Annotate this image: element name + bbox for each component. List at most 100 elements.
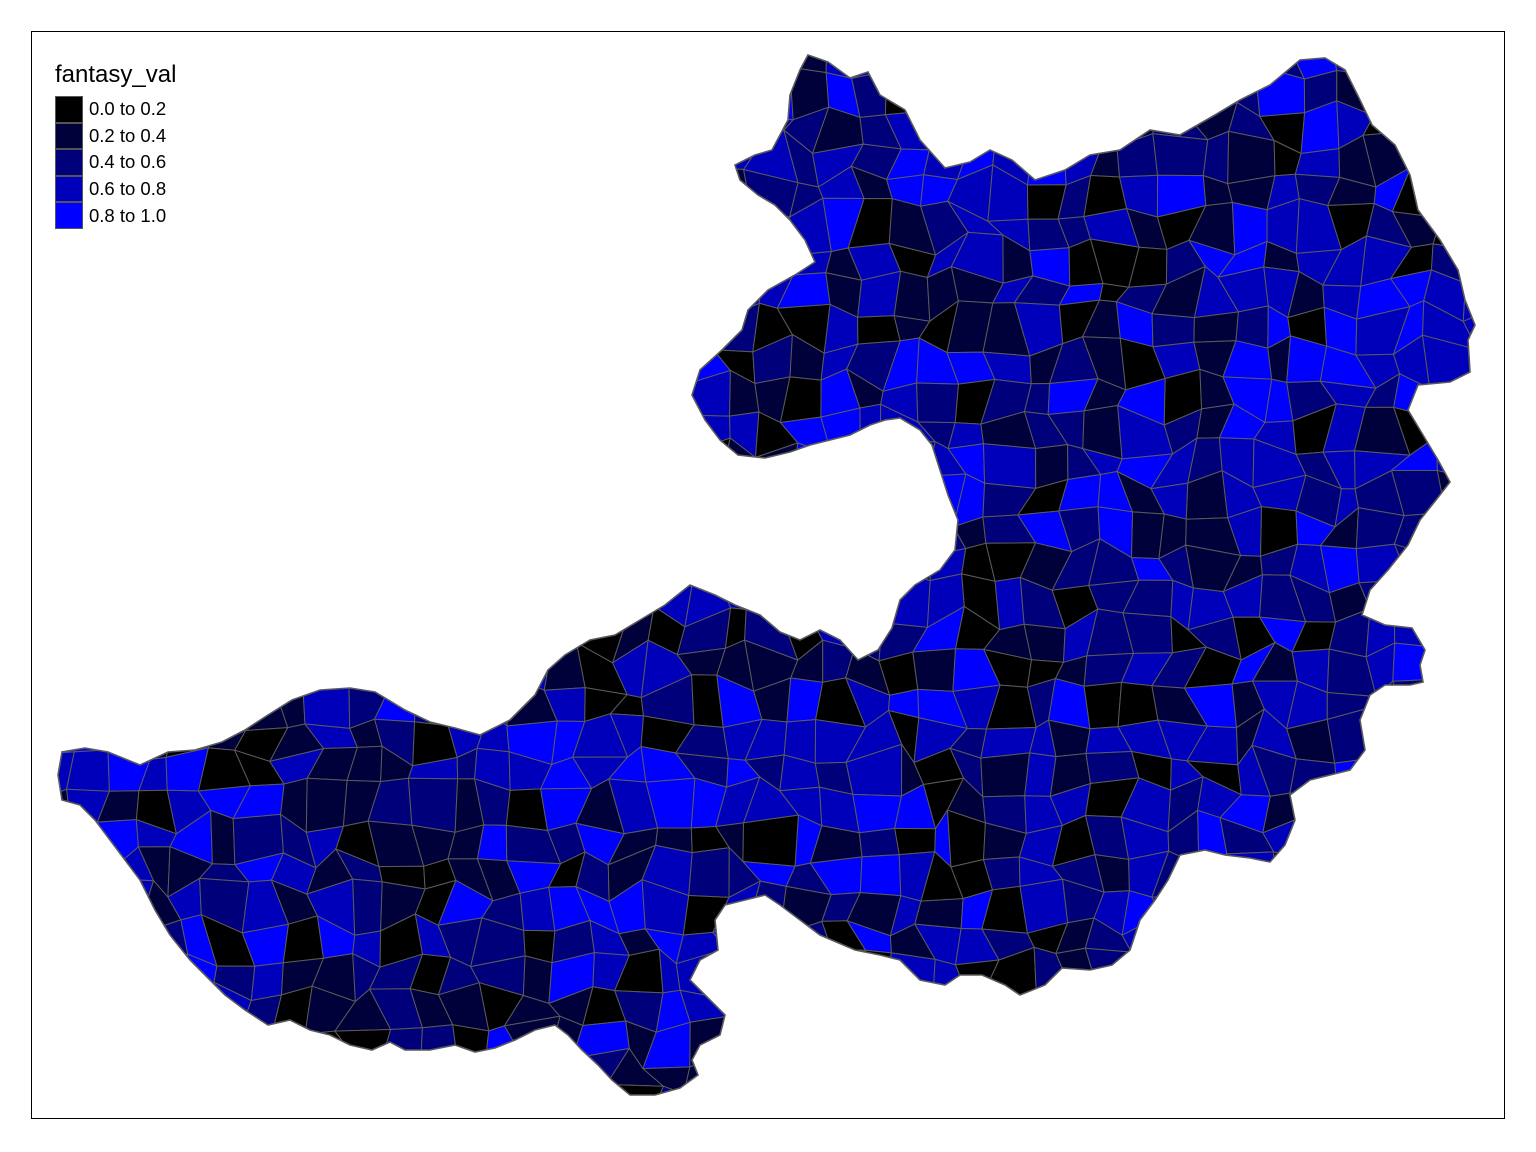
area-polygon — [716, 200, 752, 250]
area-polygon — [352, 411, 383, 458]
area-polygon — [80, 846, 117, 897]
area-polygon — [1457, 1117, 1503, 1152]
area-polygon — [1474, 549, 1475, 594]
area-polygon — [1401, 878, 1446, 936]
area-polygon — [477, 1128, 509, 1152]
area-polygon — [680, 133, 728, 188]
area-polygon — [1494, 607, 1536, 658]
area-polygon — [1461, 103, 1475, 152]
area-polygon — [202, 206, 251, 254]
area-polygon — [1439, 647, 1475, 698]
area-polygon — [58, 614, 74, 660]
area-polygon — [407, 777, 459, 833]
area-polygon — [1354, 920, 1403, 968]
area-polygon — [1191, 919, 1241, 963]
area-polygon — [109, 538, 151, 595]
area-polygon — [132, 1130, 187, 1152]
area-polygon — [491, 371, 515, 416]
area-polygon — [1291, 855, 1345, 898]
area-polygon — [382, 469, 423, 508]
area-polygon — [1254, 992, 1300, 1036]
area-polygon — [58, 1047, 86, 1095]
area-polygon — [474, 1056, 526, 1095]
area-polygon — [852, 949, 892, 1000]
area-polygon — [372, 199, 424, 242]
area-polygon — [547, 237, 586, 286]
area-polygon — [1187, 997, 1243, 1029]
area-polygon — [1388, 1019, 1442, 1064]
area-polygon — [1421, 149, 1467, 182]
area-polygon — [369, 611, 424, 650]
area-polygon — [131, 274, 176, 313]
area-polygon — [898, 475, 930, 523]
area-polygon — [58, 343, 86, 392]
area-polygon — [584, 1083, 609, 1095]
area-polygon — [647, 537, 693, 588]
area-polygon — [444, 674, 494, 727]
area-polygon — [1493, 747, 1536, 795]
area-polygon — [1494, 214, 1531, 254]
area-polygon — [268, 104, 315, 144]
area-polygon — [676, 552, 727, 588]
area-polygon — [741, 238, 794, 276]
area-polygon — [725, 505, 760, 555]
area-polygon — [1153, 1058, 1193, 1095]
area-polygon — [1070, 1125, 1104, 1152]
area-polygon — [1256, 923, 1302, 952]
area-polygon — [214, 1128, 248, 1152]
area-polygon — [745, 586, 784, 611]
area-polygon — [544, 145, 584, 175]
area-polygon — [317, 213, 352, 240]
area-polygon — [1436, 469, 1473, 525]
area-polygon — [862, 521, 902, 558]
area-polygon — [337, 235, 388, 285]
area-polygon — [469, 300, 521, 342]
area-polygon — [274, 577, 322, 616]
area-polygon — [1333, 1081, 1375, 1095]
area-polygon — [1466, 955, 1475, 997]
area-polygon — [1395, 1135, 1435, 1152]
area-polygon — [206, 369, 247, 422]
area-polygon — [1493, 546, 1536, 593]
area-polygon — [1462, 781, 1475, 835]
area-polygon — [237, 342, 290, 376]
area-polygon — [1089, 982, 1129, 1032]
area-polygon — [1389, 930, 1443, 969]
area-polygon — [1490, 38, 1536, 86]
area-polygon — [474, 140, 515, 184]
area-polygon — [1092, 55, 1124, 84]
area-polygon — [881, 1065, 935, 1090]
area-polygon — [1095, 1065, 1127, 1095]
area-polygon — [1492, 881, 1536, 919]
area-polygon — [650, 267, 681, 315]
area-polygon — [420, 504, 457, 555]
area-polygon — [612, 574, 655, 618]
area-polygon — [676, 414, 731, 458]
legend-row-3: 0.6 to 0.8 — [55, 175, 176, 203]
area-polygon — [246, 1087, 281, 1095]
area-polygon — [443, 1128, 479, 1152]
area-polygon — [1193, 853, 1228, 898]
area-polygon — [855, 1051, 902, 1093]
area-polygon — [132, 306, 176, 346]
area-polygon — [588, 524, 620, 557]
area-polygon — [1432, 712, 1475, 755]
area-polygon — [508, 1096, 557, 1140]
area-polygon — [268, 508, 322, 556]
area-polygon — [444, 547, 491, 595]
area-polygon — [132, 1098, 183, 1137]
area-polygon — [575, 301, 629, 343]
area-polygon — [67, 241, 118, 281]
area-polygon — [305, 777, 348, 833]
area-polygon — [896, 511, 932, 557]
area-polygon — [1491, 271, 1536, 315]
area-polygon — [266, 173, 319, 215]
area-polygon — [200, 646, 251, 682]
area-polygon — [175, 369, 214, 422]
area-polygon — [673, 167, 729, 208]
area-polygon — [986, 1061, 1028, 1095]
area-polygon — [281, 238, 320, 287]
area-polygon — [517, 209, 558, 243]
area-polygon — [169, 588, 216, 627]
area-polygon — [177, 98, 219, 142]
